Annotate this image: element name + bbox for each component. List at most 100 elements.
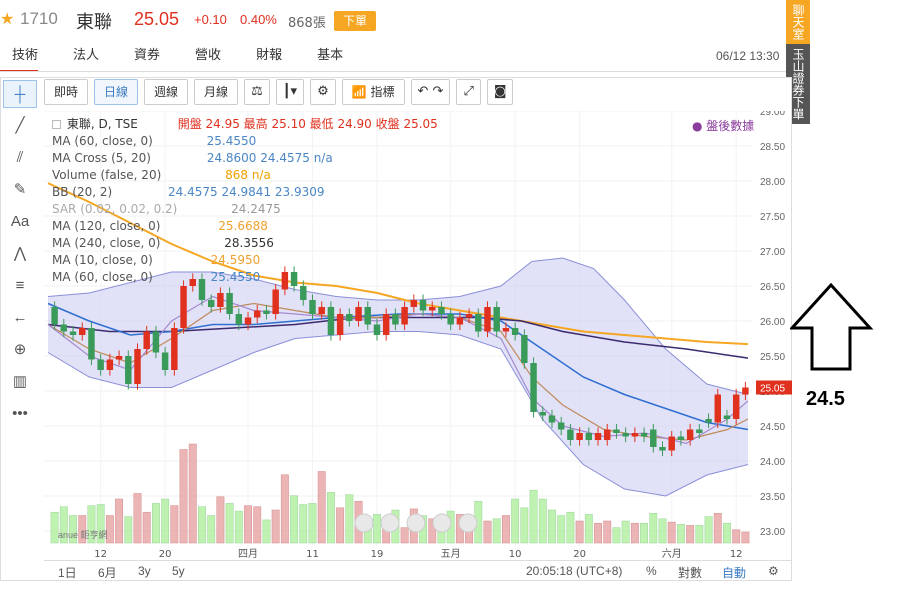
legend-row[interactable]: MA (10, close, 0) 24.5950 <box>52 252 438 269</box>
y-tick-label: 26.00 <box>760 317 785 328</box>
range-3y-button[interactable]: 3y <box>138 564 151 578</box>
candle-body <box>419 300 427 311</box>
candle-body <box>327 307 335 335</box>
volume-bar <box>345 494 354 544</box>
volume-bar <box>151 503 160 544</box>
range-1d-button[interactable]: 1日 <box>58 566 77 580</box>
brush-icon[interactable]: ✎ <box>13 181 27 198</box>
candle-body <box>530 363 537 412</box>
fib-icon[interactable]: ≡ <box>15 277 25 294</box>
after-hours-data-link[interactable]: ● 盤後數據 <box>692 119 755 133</box>
volume-bar <box>704 516 713 544</box>
price-chart[interactable]: 29.00 28.50 28.00 27.50 27.00 26.50 26.00 25.50… <box>44 111 792 559</box>
candle-body <box>309 300 316 314</box>
snapshot-camera-icon[interactable]: ◙ <box>486 79 514 105</box>
tab-revenue[interactable]: 營收 <box>195 48 222 63</box>
auto-scale-toggle[interactable]: 自動 <box>722 566 747 580</box>
candle-body <box>686 429 694 440</box>
compare-scale-icon[interactable]: ⚖ <box>244 79 270 105</box>
legend-row[interactable]: MA (60, close, 0) 25.4550 <box>52 269 438 286</box>
tab-financials[interactable]: 財報 <box>256 48 283 63</box>
arrow-left-icon[interactable]: ← <box>12 309 28 326</box>
volume-bar <box>575 520 584 544</box>
interval-weekly-button[interactable]: 週線 <box>144 79 189 105</box>
candle-body <box>115 356 123 360</box>
legend-label: MA (60, close, 0) <box>52 134 153 148</box>
trend-line-icon[interactable]: ╱ <box>15 117 25 134</box>
candle-type-icon[interactable]: ┃▾ <box>275 79 305 105</box>
legend-ohlc: 開盤 24.95 最高 25.10 最低 24.90 收盤 25.05 <box>177 117 438 131</box>
pitchfork-icon[interactable]: ⫽ <box>16 149 24 166</box>
volume-bar <box>732 529 741 544</box>
legend-row[interactable]: MA (240, close, 0) 28.3556 <box>52 235 438 252</box>
volume-bar <box>584 514 593 544</box>
text-tool-icon[interactable]: Aa <box>10 213 30 230</box>
log-scale-toggle[interactable]: 對數 <box>678 566 703 580</box>
y-tick-label: 23.00 <box>760 527 785 538</box>
candle-body <box>244 317 252 325</box>
candle-body <box>742 387 749 395</box>
last-price-marker <box>756 380 792 395</box>
pattern-icon[interactable]: ⋀ <box>13 245 27 262</box>
legend-value: 24.2475 <box>231 202 281 216</box>
legend-value: 28.3556 <box>224 236 274 250</box>
tab-basic[interactable]: 基本 <box>317 48 344 63</box>
y-tick-label: 29.00 <box>760 111 785 118</box>
candle-body <box>493 307 500 332</box>
volume-bar <box>317 471 326 544</box>
legend-row[interactable]: SAR (0.02, 0.02, 0.2) 24.2475 <box>52 201 438 218</box>
favorite-star-icon[interactable]: ★ <box>0 11 15 28</box>
undo-redo-icon[interactable]: ↶ ↷ <box>410 79 451 105</box>
volume-bar <box>640 522 649 544</box>
fullscreen-icon[interactable]: ⤢ <box>456 79 481 105</box>
settings-gear-icon[interactable]: ⚙ <box>310 79 336 105</box>
legend-row[interactable]: MA (60, close, 0) 25.4550 <box>52 133 438 150</box>
order-button[interactable]: 下單 <box>334 11 376 31</box>
measure-icon[interactable]: ▥ <box>12 373 28 390</box>
chat-room-tab[interactable]: 聊天室 <box>786 0 810 44</box>
candle-body <box>152 331 160 353</box>
candle-body <box>263 310 270 314</box>
legend-row[interactable]: Volume (false, 20) 868 n/a <box>52 167 438 184</box>
crosshair-icon[interactable]: ┼ <box>3 80 37 108</box>
legend-value: 868 n/a <box>225 168 271 182</box>
legend-row[interactable]: BB (20, 2) 24.4575 24.9841 23.9309 <box>52 184 438 201</box>
volume-bar <box>262 519 271 544</box>
indicators-button[interactable]: 📶 指標 <box>341 79 405 105</box>
interval-daily-button[interactable]: 日線 <box>94 79 139 105</box>
nav-divider <box>0 71 790 72</box>
chart-settings-gear-icon[interactable]: ⚙ <box>768 564 779 578</box>
last-price-label: 25.05 <box>760 384 785 395</box>
tab-technical[interactable]: 技術 <box>0 44 39 72</box>
y-tick-label: 26.50 <box>760 282 785 293</box>
collapse-icon[interactable] <box>52 120 61 129</box>
range-6m-button[interactable]: 6月 <box>98 566 117 580</box>
candle-body <box>272 289 279 314</box>
volume-bar <box>50 511 59 544</box>
volume-bar <box>336 507 345 544</box>
volume-bar <box>741 531 750 544</box>
legend-label: MA (120, close, 0) <box>52 219 161 233</box>
candle-body <box>180 286 187 328</box>
tab-institutional[interactable]: 法人 <box>73 48 100 63</box>
zoom-in-icon <box>432 513 452 533</box>
legend-row[interactable]: MA (120, close, 0) 25.6688 <box>52 218 438 235</box>
quote-datetime: 06/12 13:30 <box>716 49 780 63</box>
legend-row[interactable]: MA Cross (5, 20) 24.8600 24.4575 n/a <box>52 150 438 167</box>
percent-scale-toggle[interactable]: % <box>646 564 657 578</box>
range-5y-button[interactable]: 5y <box>172 564 185 578</box>
legend-value: 25.4550 <box>210 270 261 284</box>
candle-body <box>557 422 565 430</box>
more-icon[interactable]: ••• <box>12 405 28 422</box>
candle-body <box>594 433 602 440</box>
candle-body <box>300 286 307 300</box>
volume-bar <box>594 522 602 544</box>
zoom-icon[interactable]: ⊕ <box>13 341 27 358</box>
candle-body <box>484 307 491 332</box>
volume-bar <box>115 498 124 544</box>
x-tick-label: 11 <box>306 549 319 559</box>
interval-realtime-button[interactable]: 即時 <box>44 79 89 105</box>
interval-monthly-button[interactable]: 月線 <box>194 79 239 105</box>
tab-margin[interactable]: 資券 <box>134 48 161 63</box>
candle-body <box>364 307 371 325</box>
